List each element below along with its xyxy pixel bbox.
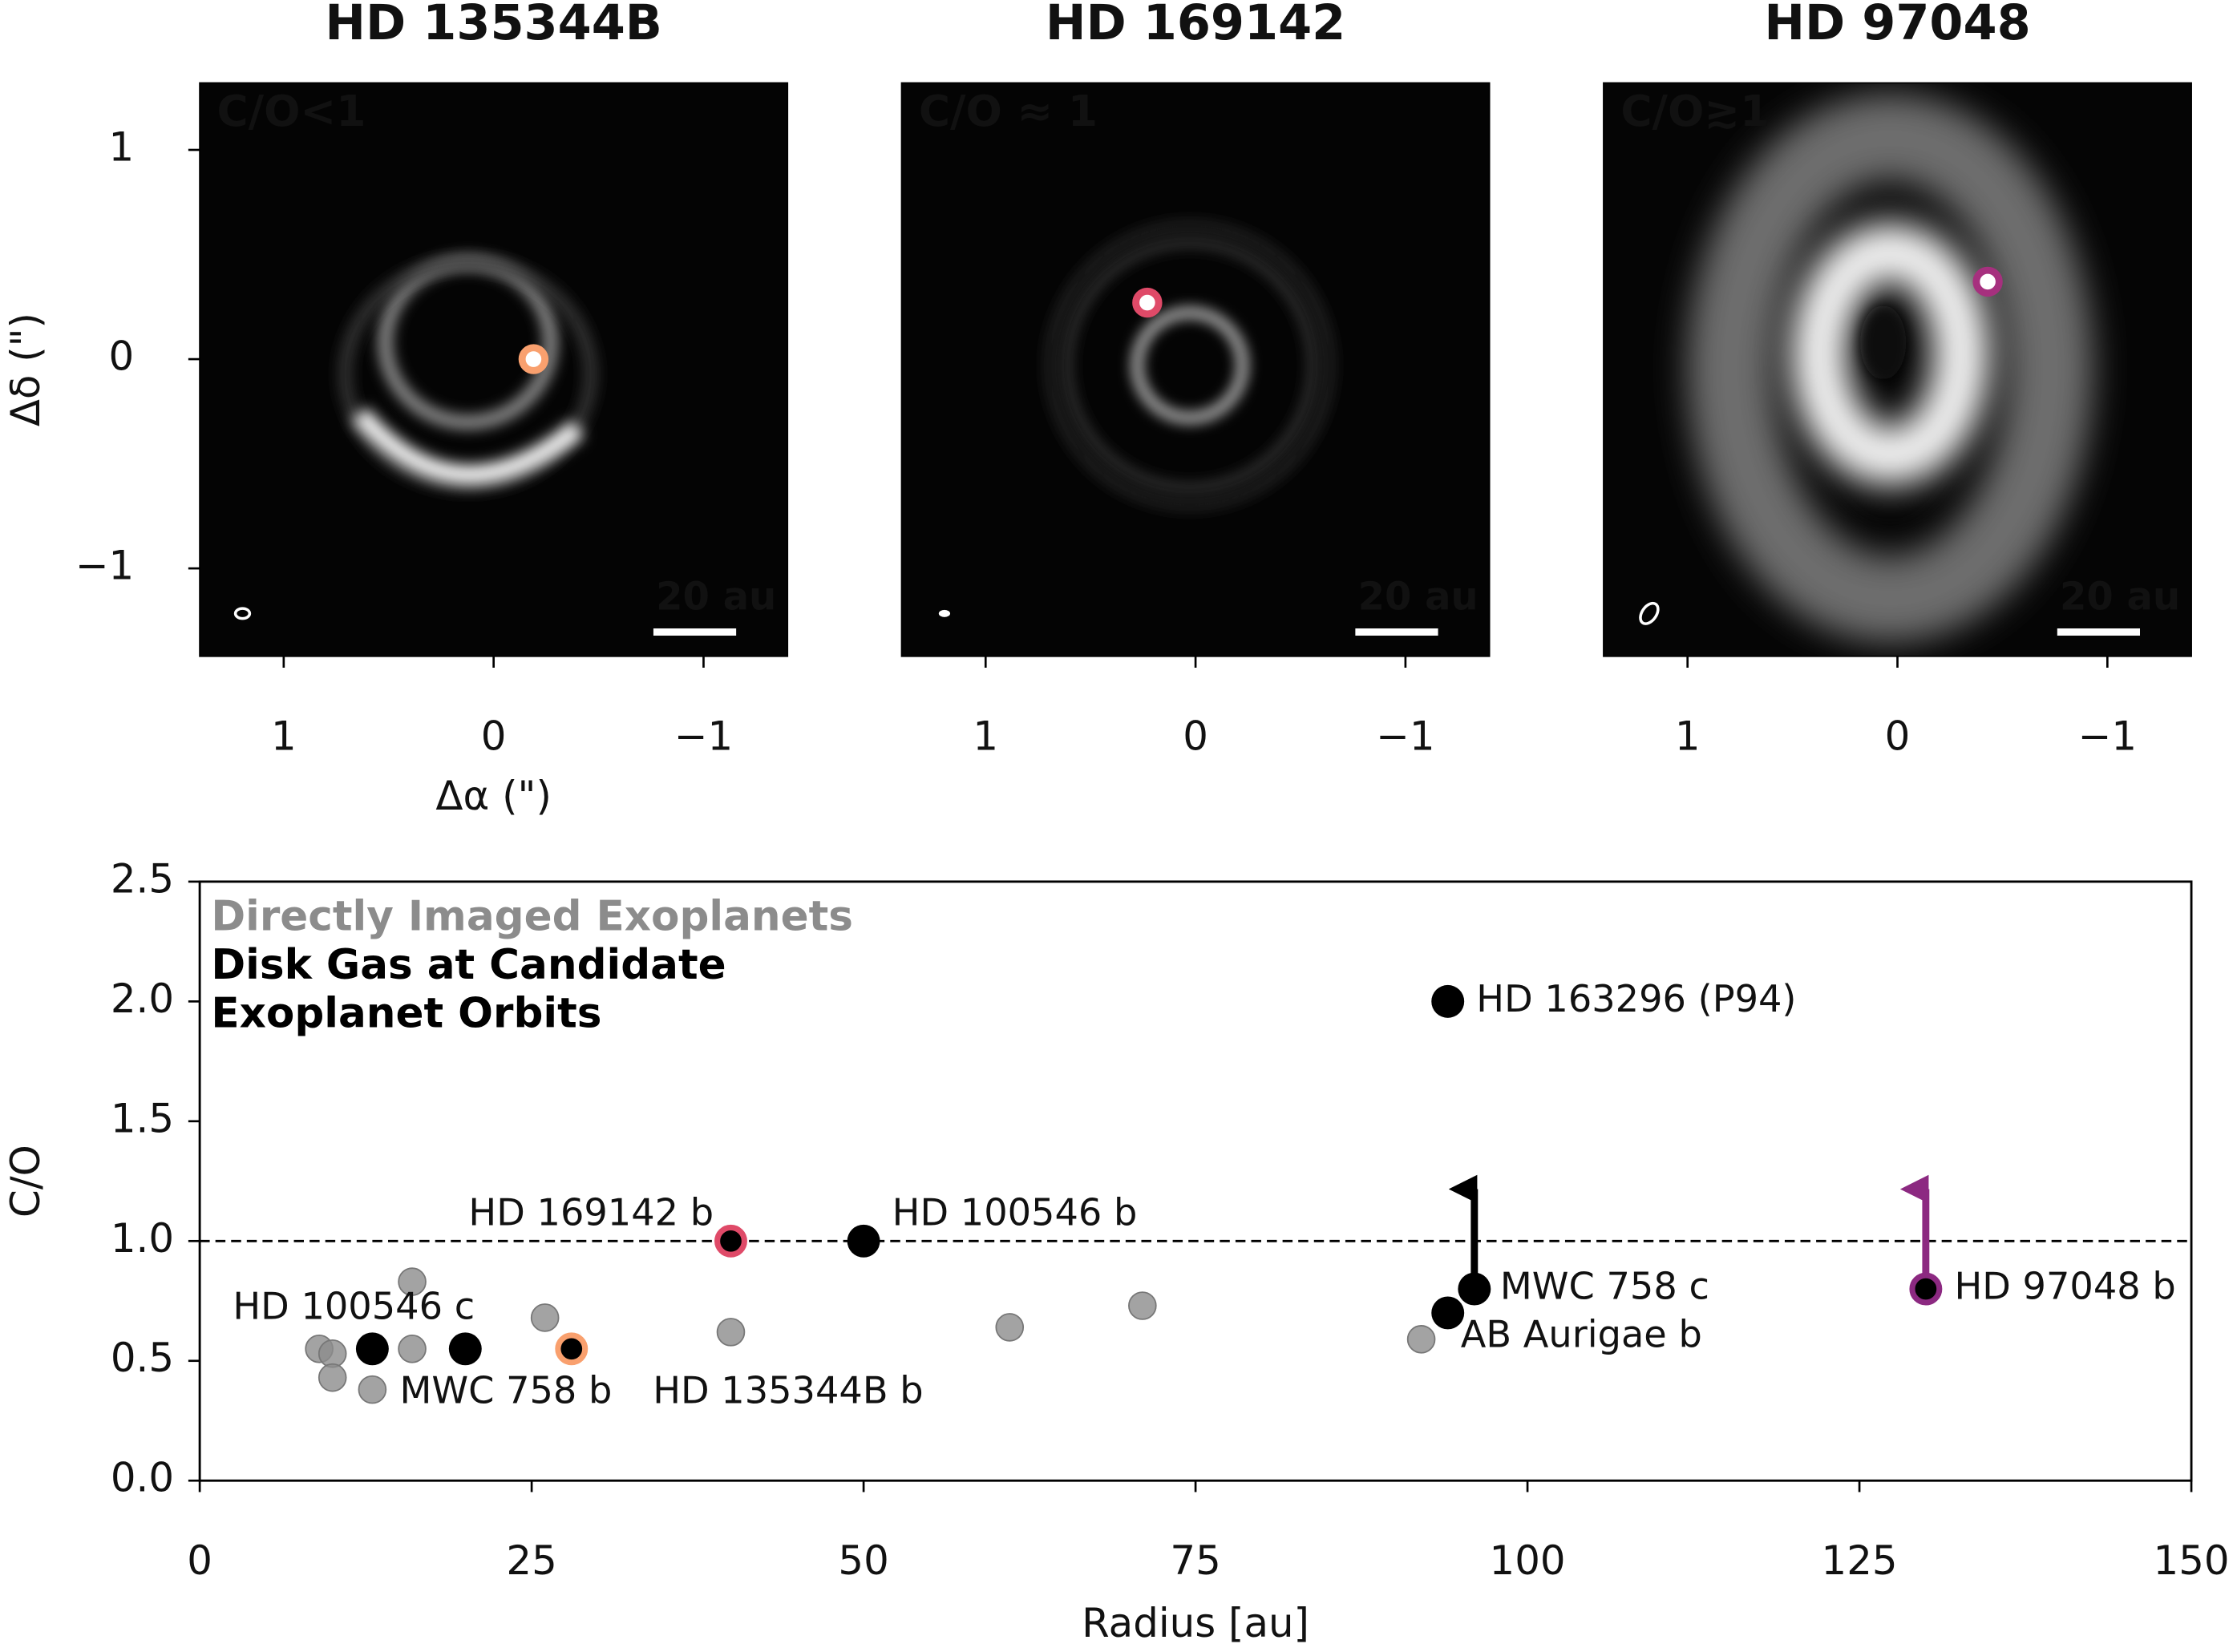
scale-bar-label: 20 au <box>656 575 776 620</box>
point-label: HD 100546 b <box>892 1191 1138 1234</box>
point <box>847 1224 880 1258</box>
legend-entry: Directly Imaged Exoplanets <box>211 891 854 940</box>
x-tick-label: 1 <box>271 713 297 759</box>
point-label: AB Aurigae b <box>1461 1313 1702 1356</box>
point <box>714 1224 747 1258</box>
point-label: HD 97048 b <box>1954 1265 2175 1308</box>
point-label: HD 169142 b <box>468 1191 714 1234</box>
x-tick-label: −1 <box>1376 713 1434 759</box>
ratio-label: C/O<1 <box>216 86 366 136</box>
y-axis-label: C/O <box>2 1145 49 1218</box>
x-tick-label: 25 <box>506 1537 556 1584</box>
y-tick-label: 1 <box>109 124 135 171</box>
panel-title: HD 135344B <box>325 0 662 51</box>
x-tick-label: 50 <box>838 1537 888 1584</box>
scale-bar-label: 20 au <box>1358 575 1479 620</box>
x-tick-label: 125 <box>1822 1537 1898 1584</box>
point <box>1406 1325 1436 1354</box>
y-tick-label: −1 <box>75 543 134 589</box>
point <box>1431 1296 1465 1330</box>
y-tick-label: 0 <box>109 333 135 380</box>
point <box>358 1375 387 1404</box>
x-tick-label: 0 <box>481 713 507 759</box>
legend: Directly Imaged Exoplanets Disk Gas at C… <box>211 891 854 1037</box>
point <box>398 1267 427 1296</box>
point-label: MWC 758 c <box>1500 1265 1709 1308</box>
point <box>318 1339 347 1368</box>
x-tick-label: −1 <box>2078 713 2137 759</box>
point <box>1458 1272 1491 1306</box>
point <box>530 1303 560 1332</box>
y-tick-label: 0.0 <box>111 1455 174 1501</box>
y-tick-label: 0.5 <box>111 1335 174 1381</box>
x-tick-label: 0 <box>1885 713 1911 759</box>
legend-entry: Disk Gas at Candidate Exoplanet Orbits <box>211 939 726 1037</box>
point <box>398 1335 427 1363</box>
x-tick-label: 0 <box>187 1537 212 1584</box>
ratio-label: C/O ≈ 1 <box>919 86 1098 136</box>
point <box>448 1332 482 1366</box>
y-tick-label: 2.5 <box>111 855 174 902</box>
panel-title: HD 169142 <box>1046 0 1345 51</box>
point-label: HD 100546 c <box>233 1284 475 1327</box>
point <box>1128 1291 1157 1320</box>
point <box>1909 1272 1943 1306</box>
point <box>318 1363 347 1392</box>
y-tick-label: 2.0 <box>111 975 174 1022</box>
x-tick-label: 1 <box>973 713 998 759</box>
point <box>995 1313 1025 1342</box>
x-tick-label: 100 <box>1490 1537 1566 1584</box>
disk-image <box>1603 83 2192 656</box>
x-tick-label: 1 <box>1675 713 1701 759</box>
x-tick-label: 150 <box>2154 1537 2230 1584</box>
ratio-label: C/O≳1 <box>1620 86 1770 136</box>
disk-image <box>901 83 1490 656</box>
x-axis-label: Δα (") <box>435 773 552 819</box>
y-axis-label: Δδ (") <box>2 313 49 426</box>
x-axis-label: Radius [au] <box>1082 1600 1309 1646</box>
y-tick-label: 1.5 <box>111 1095 174 1141</box>
disk-image <box>200 83 788 656</box>
point <box>716 1318 746 1347</box>
x-tick-label: 0 <box>1183 713 1208 759</box>
panel-title: HD 97048 <box>1764 0 2030 51</box>
point-label: MWC 758 b <box>399 1368 612 1412</box>
scale-bar-label: 20 au <box>2060 575 2180 620</box>
point-label: HD 135344B b <box>653 1368 923 1412</box>
point <box>355 1332 389 1366</box>
x-tick-label: 75 <box>1170 1537 1220 1584</box>
point-label: HD 163296 (P94) <box>1476 977 1796 1020</box>
planet-marker <box>518 344 549 374</box>
planet-marker <box>1132 287 1163 318</box>
planet-marker <box>1972 266 2003 297</box>
point <box>555 1332 589 1366</box>
point <box>1431 984 1465 1018</box>
y-tick-label: 1.0 <box>111 1215 174 1262</box>
x-tick-label: −1 <box>674 713 733 759</box>
